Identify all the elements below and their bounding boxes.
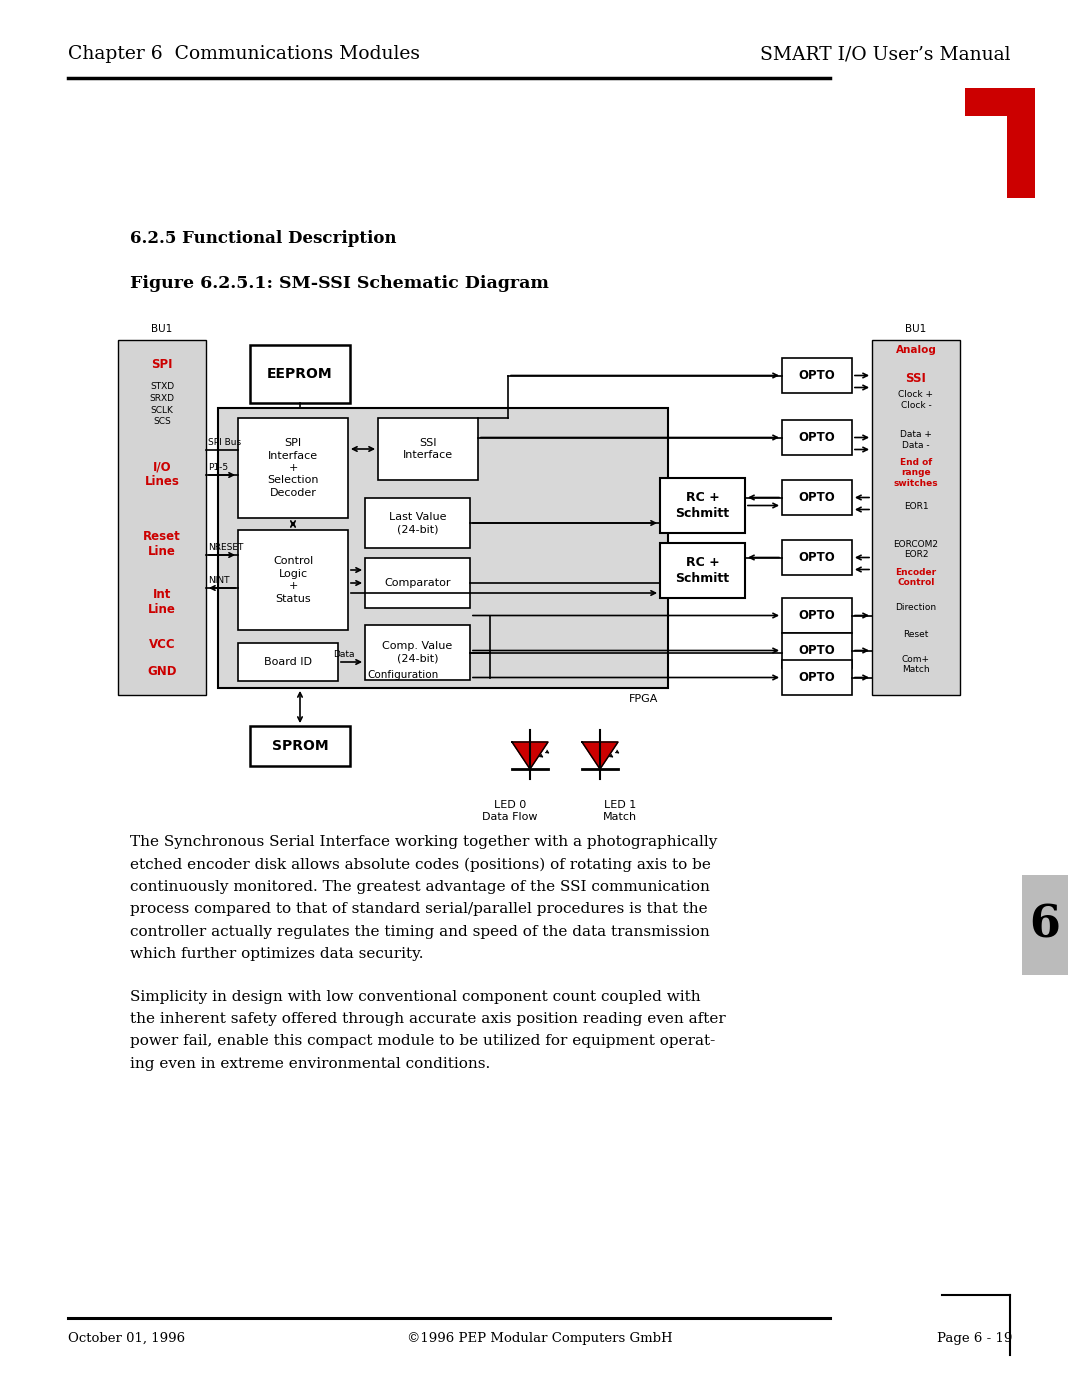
Text: Com+
Match: Com+ Match xyxy=(902,654,930,674)
Text: OPTO: OPTO xyxy=(798,671,835,683)
Text: EOR1: EOR1 xyxy=(904,502,929,512)
Text: Direction: Direction xyxy=(895,604,936,612)
Text: OPTO: OPTO xyxy=(798,551,835,564)
Text: OPTO: OPTO xyxy=(798,368,835,382)
Bar xyxy=(660,478,745,534)
Bar xyxy=(782,598,852,632)
Bar xyxy=(365,626,470,681)
Text: GND: GND xyxy=(147,666,177,678)
Text: ©1996 PEP Modular Computers GmbH: ©1996 PEP Modular Computers GmbH xyxy=(407,1332,673,1345)
Text: Reset: Reset xyxy=(903,630,929,639)
Bar xyxy=(238,644,338,681)
Text: Comp. Value
(24-bit): Comp. Value (24-bit) xyxy=(382,641,453,664)
Text: Configuration: Configuration xyxy=(367,670,438,681)
Bar xyxy=(238,418,348,518)
Polygon shape xyxy=(582,742,618,769)
Text: FPGA: FPGA xyxy=(629,694,658,704)
Text: STXD
SRXD
SCLK
SCS: STXD SRXD SCLK SCS xyxy=(149,382,175,426)
Bar xyxy=(782,419,852,455)
Text: 6: 6 xyxy=(1029,903,1061,946)
Text: SMART I/O User’s Manual: SMART I/O User’s Manual xyxy=(759,45,1010,63)
Text: October 01, 1996: October 01, 1996 xyxy=(68,1332,185,1345)
Text: Control
Logic
+
Status: Control Logic + Status xyxy=(273,557,313,604)
Text: Reset
Line: Reset Line xyxy=(144,529,180,558)
Text: SPI: SPI xyxy=(151,358,173,371)
Text: Data Flow: Data Flow xyxy=(483,813,538,822)
Bar xyxy=(872,340,960,694)
Bar xyxy=(238,529,348,630)
Text: Comparator: Comparator xyxy=(384,578,450,588)
Text: EORCOM2
EOR2: EORCOM2 EOR2 xyxy=(893,540,939,560)
Text: SSI
Interface: SSI Interface xyxy=(403,437,454,461)
Text: NRESET: NRESET xyxy=(208,543,243,551)
Text: Data: Data xyxy=(334,650,355,659)
Bar xyxy=(966,88,1035,116)
Bar xyxy=(365,498,470,549)
Bar xyxy=(365,558,470,608)
Text: Board ID: Board ID xyxy=(264,657,312,667)
Text: OPTO: OPTO xyxy=(798,644,835,657)
Bar xyxy=(782,632,852,668)
Text: RC +
Schmitt: RC + Schmitt xyxy=(675,556,730,584)
Text: The Synchronous Serial Interface working together with a photographically
etched: The Synchronous Serial Interface working… xyxy=(130,835,717,961)
Bar xyxy=(660,543,745,598)
Text: VCC: VCC xyxy=(149,638,175,650)
Text: NINT: NINT xyxy=(208,576,229,584)
Text: OPTO: OPTO xyxy=(798,491,835,505)
Text: SPI
Interface
+
Selection
Decoder: SPI Interface + Selection Decoder xyxy=(267,439,319,498)
Bar xyxy=(782,358,852,393)
Text: Chapter 6  Communications Modules: Chapter 6 Communications Modules xyxy=(68,45,420,63)
Text: End of
range
switches: End of range switches xyxy=(893,458,939,488)
Text: Encoder
Control: Encoder Control xyxy=(895,568,936,587)
Text: Page 6 - 19: Page 6 - 19 xyxy=(936,1332,1012,1345)
Text: P1-5: P1-5 xyxy=(208,463,228,472)
Bar xyxy=(218,408,669,688)
Bar xyxy=(1007,88,1035,198)
Text: OPTO: OPTO xyxy=(798,430,835,444)
Text: Analog: Analog xyxy=(895,345,936,355)
Text: SPI Bus: SPI Bus xyxy=(208,439,241,447)
Text: Last Value
(24-bit): Last Value (24-bit) xyxy=(389,512,446,535)
Text: BU1: BU1 xyxy=(151,324,173,334)
Text: 6.2.5 Functional Description: 6.2.5 Functional Description xyxy=(130,230,396,247)
Bar xyxy=(782,660,852,694)
Bar xyxy=(782,480,852,516)
Bar xyxy=(1022,874,1068,975)
Bar xyxy=(249,345,350,403)
Text: Figure 6.2.5.1: SM-SSI Schematic Diagram: Figure 6.2.5.1: SM-SSI Schematic Diagram xyxy=(130,275,549,292)
Text: RC +
Schmitt: RC + Schmitt xyxy=(675,491,730,520)
Text: Int
Line: Int Line xyxy=(148,588,176,616)
Text: LED 0: LED 0 xyxy=(494,800,526,810)
Text: SPROM: SPROM xyxy=(272,738,328,754)
Text: Clock +
Clock -: Clock + Clock - xyxy=(899,390,933,410)
Text: EEPROM: EEPROM xyxy=(267,367,333,381)
Bar xyxy=(249,726,350,766)
Text: Match: Match xyxy=(603,813,637,822)
Bar xyxy=(118,340,206,694)
Polygon shape xyxy=(512,742,548,769)
Text: OPTO: OPTO xyxy=(798,609,835,622)
Bar xyxy=(782,540,852,575)
Bar xyxy=(378,418,478,480)
Text: LED 1: LED 1 xyxy=(604,800,636,810)
Text: Simplicity in design with low conventional component count coupled with
the inhe: Simplicity in design with low convention… xyxy=(130,990,726,1071)
Text: SSI: SSI xyxy=(905,373,927,385)
Text: I/O
Lines: I/O Lines xyxy=(145,461,179,488)
Text: BU1: BU1 xyxy=(905,324,927,334)
Text: Data +
Data -: Data + Data - xyxy=(900,430,932,450)
